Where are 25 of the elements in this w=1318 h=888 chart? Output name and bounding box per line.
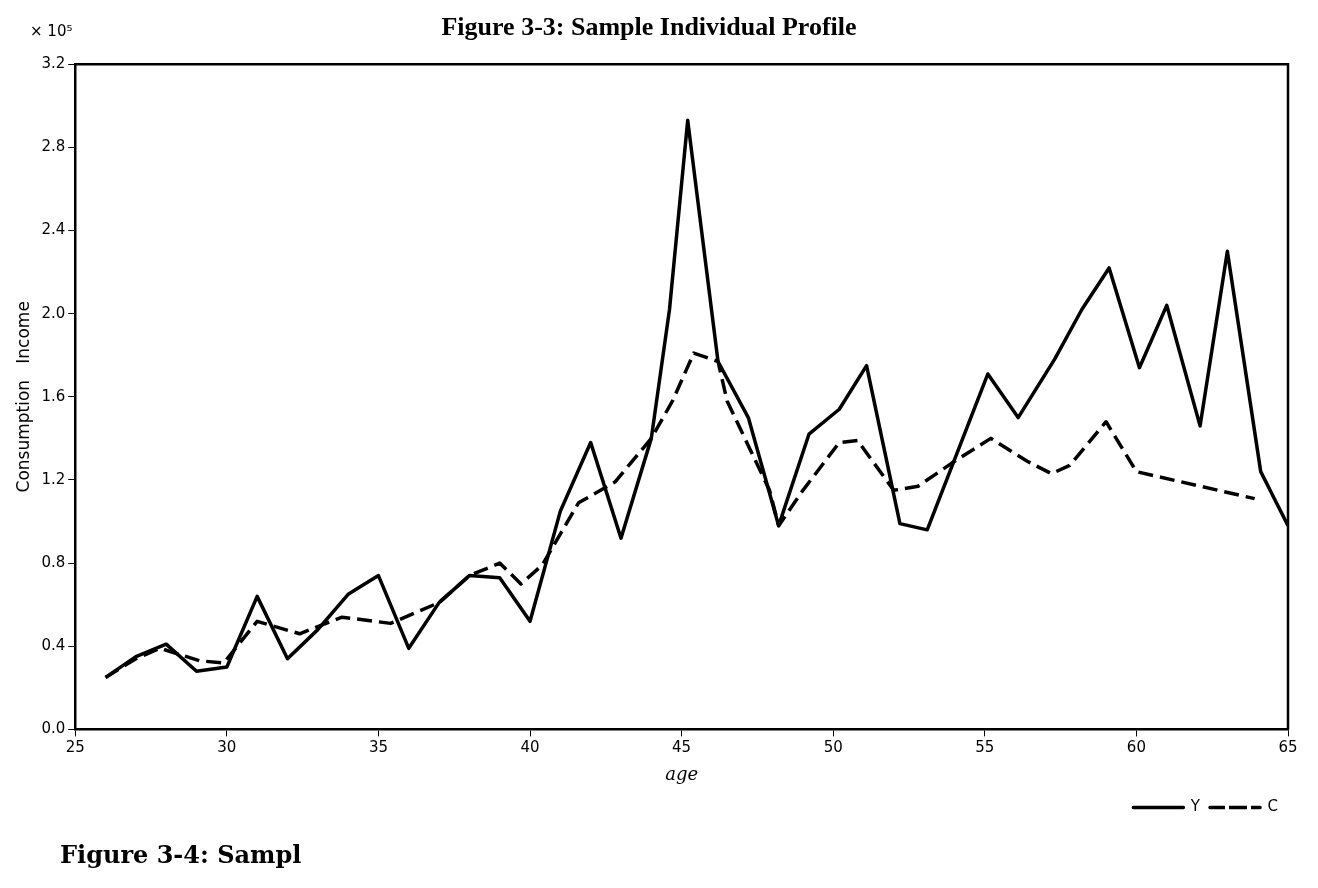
x-tick-label: 55 xyxy=(975,738,995,757)
y-tick-label: 0.8 xyxy=(41,552,66,571)
legend-label: C xyxy=(1267,797,1279,816)
legend-label: Y xyxy=(1189,797,1201,816)
x-tick-label: 65 xyxy=(1278,738,1298,757)
x-tick-label: 35 xyxy=(368,738,388,757)
y-tick-label: 2.0 xyxy=(41,303,66,322)
x-tick-label: 25 xyxy=(65,738,85,757)
caption: Figure 3-4: Sampl xyxy=(60,840,302,869)
y-tick-label: 3.2 xyxy=(41,54,66,73)
x-tick-label: 60 xyxy=(1126,738,1146,757)
y-tick-label: 1.2 xyxy=(41,469,66,488)
x-tick-label: 45 xyxy=(672,738,692,757)
y-tick-label: 2.8 xyxy=(41,137,66,156)
y-tick-label: 0.4 xyxy=(41,636,66,655)
x-tick-label: 40 xyxy=(520,738,540,757)
y-tick-label: 2.4 xyxy=(41,220,66,239)
x-tick-label: 30 xyxy=(217,738,237,757)
x-axis-title: age xyxy=(665,762,699,784)
y-tick-label: 0.0 xyxy=(41,719,66,738)
text: × 10⁵ xyxy=(30,22,73,40)
chart-title: Figure 3-3: Sample Individual Profile xyxy=(441,12,857,42)
x-tick-label: 50 xyxy=(823,738,843,757)
y-tick-label: 1.6 xyxy=(41,386,66,405)
y-axis-title: Consumption Income xyxy=(12,301,33,493)
